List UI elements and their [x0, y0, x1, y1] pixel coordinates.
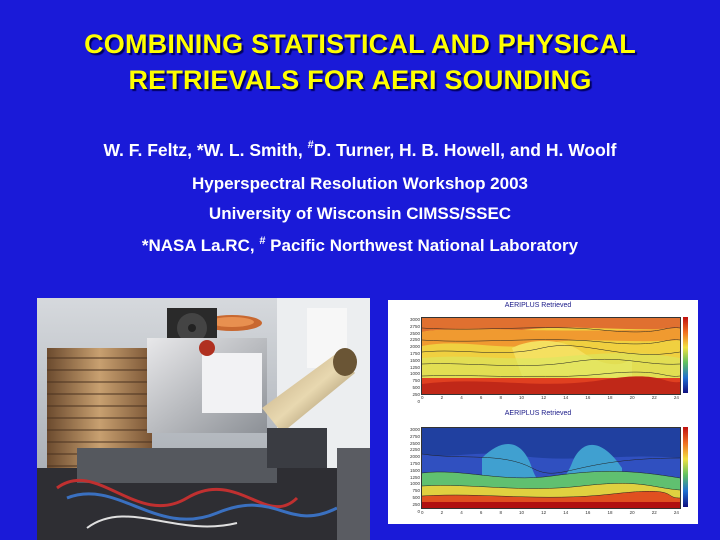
- authors-text-2: D. Turner, H. B. Howell, and H. Woolf: [313, 140, 617, 160]
- top-plot-y-ticks: 3000 2750 2500 2250 2000 1750 1500 1250 1000 750 5…: [409, 317, 420, 404]
- affiliation-line: *NASA La.RC, # Pacific Northwest Nationa…: [0, 235, 720, 256]
- title-line-1: COMBINING STATISTICAL AND PHYSICAL: [84, 29, 636, 59]
- workshop-line: Hyperspectral Resolution Workshop 2003: [191, 174, 528, 193]
- aeri-instrument-photo: [37, 298, 370, 540]
- affiliation-text-2: Pacific Northwest National Laboratory: [265, 236, 579, 255]
- slide-title: COMBINING STATISTICAL AND PHYSICAL RETRI…: [0, 26, 720, 98]
- bottom-plot-x-ticks: 0 2 4 6 8 10 12 14 16 18 20 22 24: [421, 510, 679, 515]
- aeri-retrieval-plots: AERIPLUS Retrieved 3000 2750 2500 2250 2000 1…: [388, 300, 698, 524]
- top-plot-title: AERIPLUS Retrieved: [504, 302, 572, 309]
- bottom-moisture-panel: [421, 427, 681, 509]
- bottom-plot-y-ticks: 3000 2750 2500 2250 2000 1750 1500 1250 1000 750 5…: [409, 427, 420, 514]
- title-line-2: RETRIEVALS FOR AERI SOUNDING: [128, 65, 592, 95]
- bottom-colorbar: [683, 427, 688, 507]
- authors-superscript: #: [307, 139, 314, 151]
- authors-text-1: W. F. Feltz, *W. L. Smith,: [103, 140, 308, 160]
- affiliation-text-1: *NASA La.RC,: [141, 236, 260, 255]
- bottom-plot-title: AERIPLUS Retrieved: [504, 410, 572, 417]
- university-line: University of Wisconsin CIMSS/SSEC: [208, 204, 512, 223]
- top-colorbar: [683, 317, 688, 393]
- top-temperature-panel: [421, 317, 681, 395]
- authors-line: W. F. Feltz, *W. L. Smith, #D. Turner, H…: [0, 139, 720, 161]
- top-plot-x-ticks: 0 2 4 6 8 10 12 14 16 18 20 22 24: [421, 395, 679, 400]
- affiliation-superscript: #: [259, 235, 266, 247]
